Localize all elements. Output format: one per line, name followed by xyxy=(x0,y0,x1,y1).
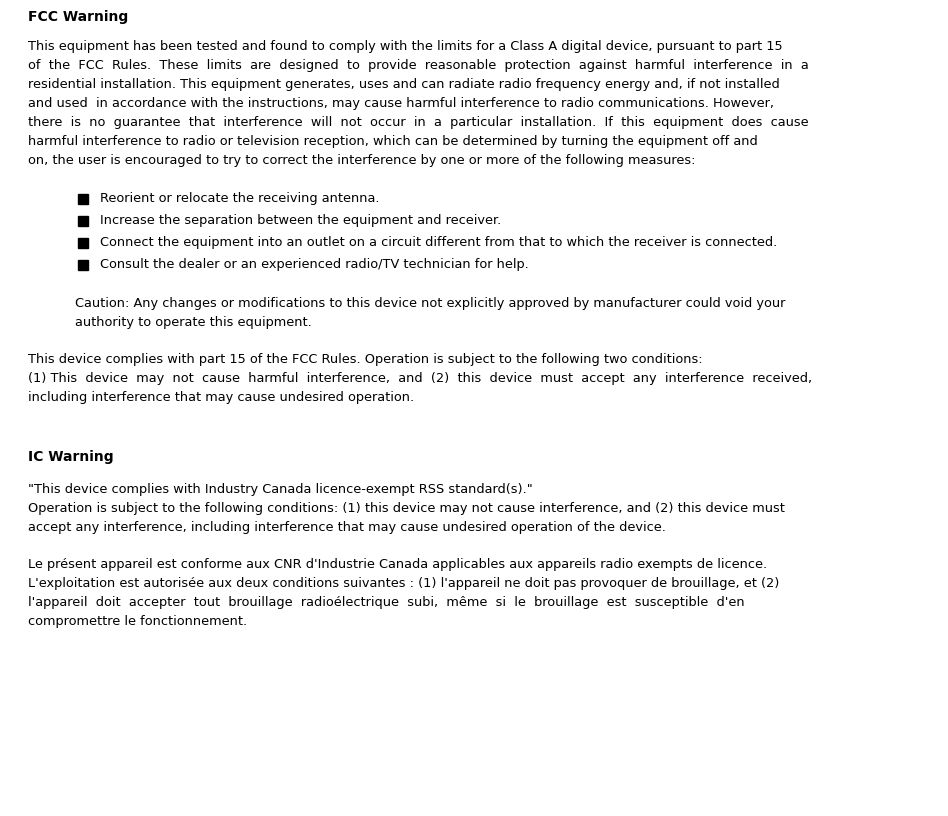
Text: IC Warning: IC Warning xyxy=(28,450,114,464)
Bar xyxy=(78,238,88,248)
Text: L'exploitation est autorisée aux deux conditions suivantes : (1) l'appareil ne d: L'exploitation est autorisée aux deux co… xyxy=(28,577,779,590)
Text: This equipment has been tested and found to comply with the limits for a Class A: This equipment has been tested and found… xyxy=(28,40,783,53)
Text: This device complies with part 15 of the FCC Rules. Operation is subject to the : This device complies with part 15 of the… xyxy=(28,353,702,366)
Text: Increase the separation between the equipment and receiver.: Increase the separation between the equi… xyxy=(100,214,501,227)
Text: including interference that may cause undesired operation.: including interference that may cause un… xyxy=(28,391,414,404)
Text: FCC Warning: FCC Warning xyxy=(28,10,128,24)
Text: Reorient or relocate the receiving antenna.: Reorient or relocate the receiving anten… xyxy=(100,192,379,205)
Text: of  the  FCC  Rules.  These  limits  are  designed  to  provide  reasonable  pro: of the FCC Rules. These limits are desig… xyxy=(28,59,809,72)
Text: there  is  no  guarantee  that  interference  will  not  occur  in  a  particula: there is no guarantee that interference … xyxy=(28,116,809,129)
Text: Consult the dealer or an experienced radio/TV technician for help.: Consult the dealer or an experienced rad… xyxy=(100,258,529,271)
Text: residential installation. This equipment generates, uses and can radiate radio f: residential installation. This equipment… xyxy=(28,78,780,91)
Text: "This device complies with Industry Canada licence-exempt RSS standard(s).": "This device complies with Industry Cana… xyxy=(28,483,533,496)
Text: compromettre le fonctionnement.: compromettre le fonctionnement. xyxy=(28,615,247,628)
Bar xyxy=(78,194,88,204)
Text: and used  in accordance with the instructions, may cause harmful interference to: and used in accordance with the instruct… xyxy=(28,97,774,110)
Text: Le présent appareil est conforme aux CNR d'Industrie Canada applicables aux appa: Le présent appareil est conforme aux CNR… xyxy=(28,558,767,571)
Text: Operation is subject to the following conditions: (1) this device may not cause : Operation is subject to the following co… xyxy=(28,502,785,515)
Text: harmful interference to radio or television reception, which can be determined b: harmful interference to radio or televis… xyxy=(28,135,757,148)
Text: accept any interference, including interference that may cause undesired operati: accept any interference, including inter… xyxy=(28,521,665,534)
Bar xyxy=(78,216,88,226)
Text: Caution: Any changes or modifications to this device not explicitly approved by : Caution: Any changes or modifications to… xyxy=(75,297,785,310)
Text: authority to operate this equipment.: authority to operate this equipment. xyxy=(75,316,312,329)
Text: (1) This  device  may  not  cause  harmful  interference,  and  (2)  this  devic: (1) This device may not cause harmful in… xyxy=(28,372,812,385)
Text: Connect the equipment into an outlet on a circuit different from that to which t: Connect the equipment into an outlet on … xyxy=(100,236,777,249)
Bar xyxy=(78,260,88,270)
Text: on, the user is encouraged to try to correct the interference by one or more of : on, the user is encouraged to try to cor… xyxy=(28,154,696,167)
Text: l'appareil  doit  accepter  tout  brouillage  radioélectrique  subi,  même  si  : l'appareil doit accepter tout brouillage… xyxy=(28,596,744,609)
